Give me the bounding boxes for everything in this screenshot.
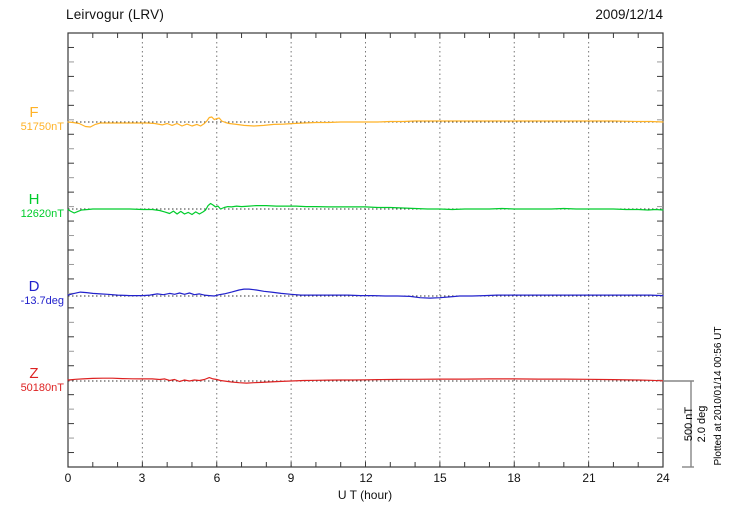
series-F-label-group: F 51750nT (4, 104, 64, 134)
page-title: Leirvogur (LRV) (66, 7, 165, 22)
series-F-baseline-value: 51750nT (20, 121, 64, 133)
series-Z-baseline-value: 50180nT (20, 382, 64, 394)
scale-bar-deg: 2.0 deg (696, 405, 708, 443)
series-D-letter: D (28, 278, 40, 295)
series-H-baseline-value: 12620nT (20, 208, 64, 220)
series-D-label-group: D -13.7deg (4, 278, 64, 308)
xtick-24: 24 (656, 471, 670, 485)
xtick-12: 12 (359, 471, 373, 485)
xaxis-label: U T (hour) (337, 488, 393, 502)
series-F-letter: F (29, 104, 39, 121)
plotted-at-note: Plotted at 2010/01/14 00:56 UT (713, 326, 724, 466)
xtick-21: 21 (582, 471, 596, 485)
series-Z-letter: Z (29, 365, 39, 382)
series-D-baseline-value: -13.7deg (20, 295, 64, 307)
series-H-letter: H (28, 191, 40, 208)
plot-date: 2009/12/14 (595, 7, 663, 22)
series-H-label-group: H 12620nT (4, 191, 64, 221)
xtick-6: 6 (213, 471, 221, 485)
scale-bar-nT: 500 nT (683, 406, 695, 442)
xtick-9: 9 (287, 471, 295, 485)
xtick-18: 18 (507, 471, 521, 485)
xtick-3: 3 (138, 471, 146, 485)
series-Z-label-group: Z 50180nT (4, 365, 64, 395)
scale-bar-caption: 500 nT 2.0 deg (683, 396, 709, 452)
xtick-0: 0 (64, 471, 72, 485)
xtick-15: 15 (433, 471, 447, 485)
